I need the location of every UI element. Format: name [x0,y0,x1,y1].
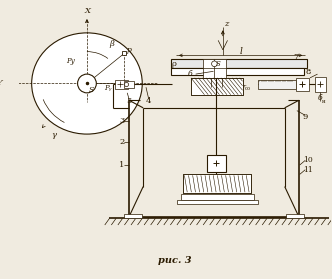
Circle shape [211,61,217,67]
Text: X: X [85,7,91,15]
Text: β: β [109,40,114,48]
Bar [315,77,326,92]
Text: 4: 4 [146,97,151,105]
Bar [115,80,128,89]
Text: z: z [224,20,229,28]
Ellipse shape [32,33,142,134]
Text: н: н [322,99,326,104]
Text: oo: oo [245,86,251,91]
Circle shape [78,74,96,93]
Text: r: r [243,84,246,89]
Bar [191,78,242,95]
Bar [184,174,251,193]
Bar [124,81,134,88]
Text: рис. 3: рис. 3 [158,256,192,265]
Text: S: S [216,60,220,68]
Bar [191,78,242,95]
Bar [296,78,309,91]
Text: l: l [239,47,242,56]
Bar [181,194,254,200]
Text: 1: 1 [119,161,124,169]
Text: б: б [318,95,323,102]
Text: б: б [188,70,192,78]
Text: 5: 5 [126,97,132,105]
Bar [177,200,258,205]
Bar [184,174,251,193]
Bar [124,214,142,218]
Bar [171,68,304,75]
Text: 8: 8 [305,68,311,76]
Bar [171,59,307,68]
Bar [203,59,226,78]
Text: 11: 11 [303,166,313,174]
Text: p: p [126,45,131,54]
Text: 10: 10 [303,156,313,164]
Text: 2: 2 [119,138,124,146]
Text: Py: Py [66,57,74,65]
Text: ρ: ρ [172,60,177,68]
Text: 7: 7 [293,53,298,61]
Text: S: S [89,86,94,94]
Text: 3: 3 [119,117,124,125]
Bar [258,80,296,89]
Text: Y: Y [0,80,3,88]
Text: Pᵧ: Pᵧ [104,84,111,92]
Bar [207,155,226,172]
Text: 9: 9 [303,113,308,121]
Text: γ: γ [51,131,56,139]
Bar [286,214,304,218]
